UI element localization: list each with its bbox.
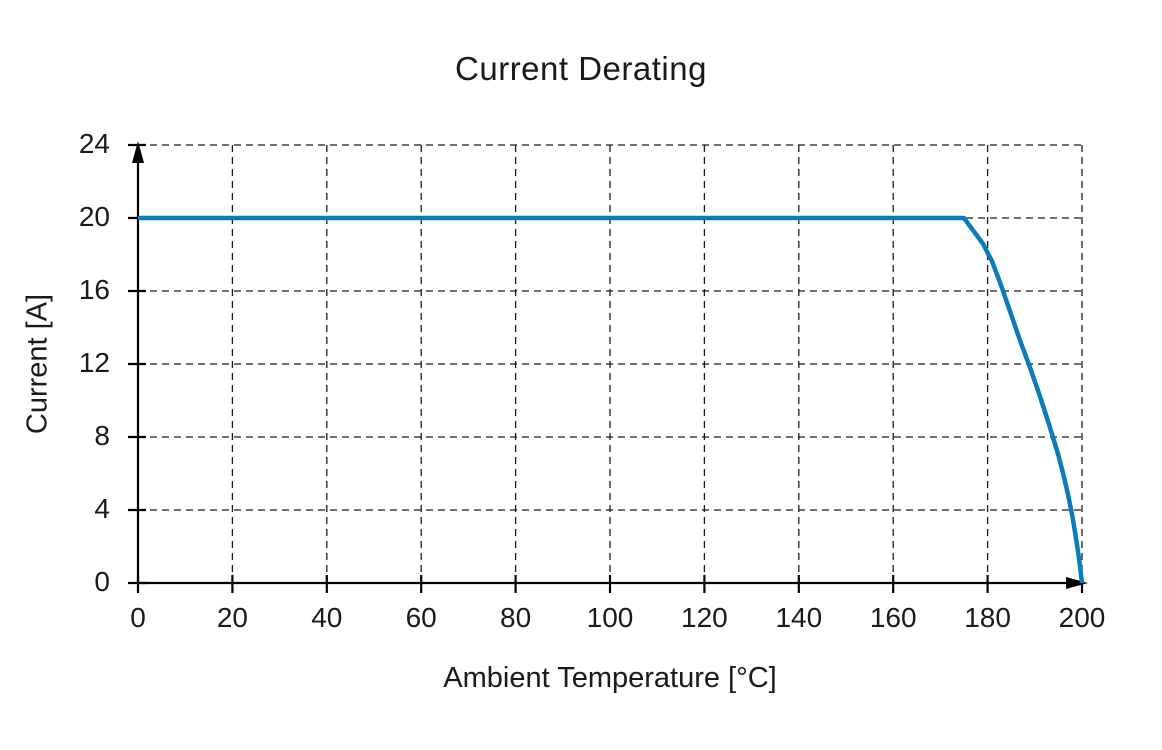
derating-curve (138, 215, 1085, 584)
x-axis-arrow-icon (1066, 577, 1088, 589)
y-axis-arrow-icon (132, 141, 144, 163)
x-axis-title: Ambient Temperature [°C] (443, 662, 777, 694)
chart-title: Current Derating (455, 50, 707, 87)
